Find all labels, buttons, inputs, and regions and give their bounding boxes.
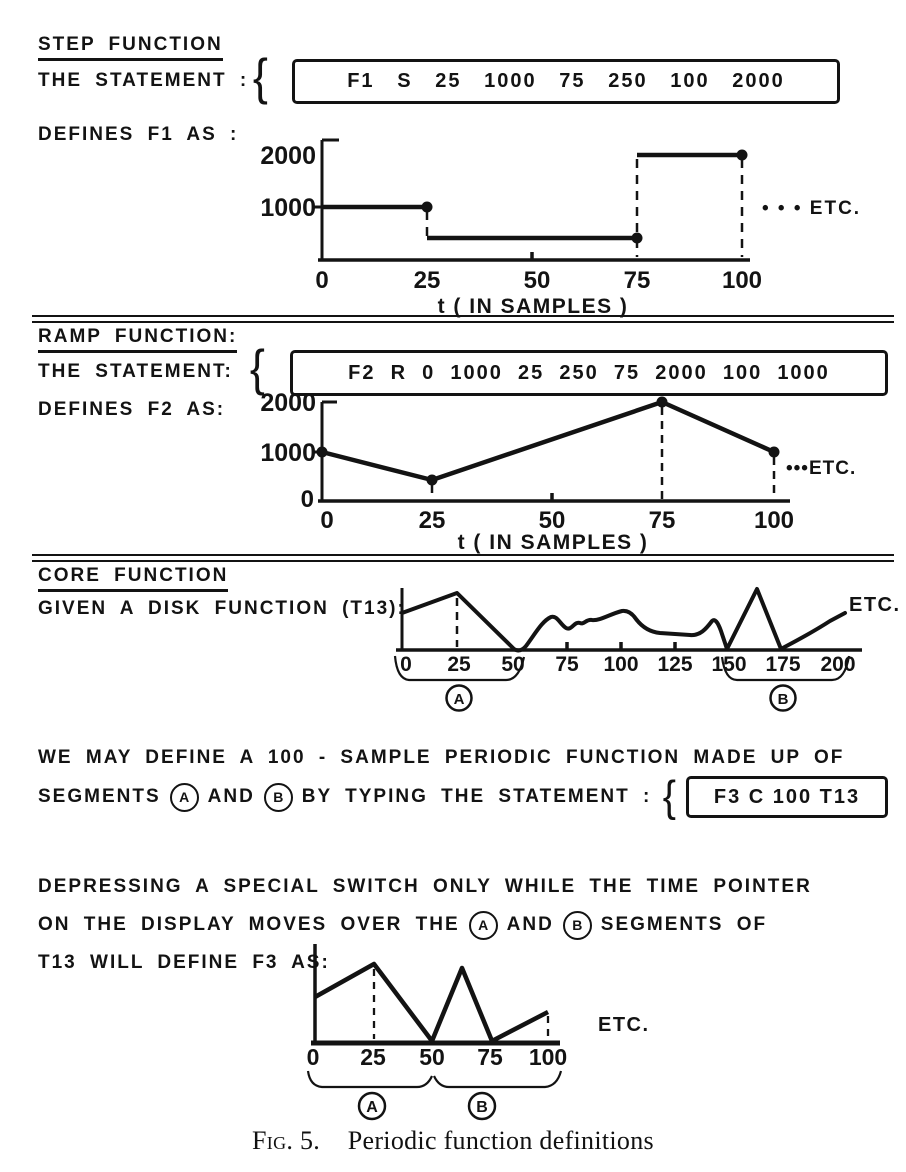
x-tick: 50: [539, 507, 566, 534]
compose-line1: WE MAY DEFINE A 100 - SAMPLE PERIODIC FU…: [38, 747, 845, 768]
data-points: [316, 396, 780, 486]
y-tick-0: 0: [301, 486, 314, 513]
y-tick-2000: 2000: [260, 389, 316, 417]
caption-fig-label: Fig. 5.: [252, 1126, 321, 1155]
caption-text: Periodic function definitions: [347, 1126, 654, 1155]
figure-caption: Fig. 5. Periodic function definitions: [0, 1126, 906, 1156]
segment-b-letter: B: [476, 1099, 488, 1116]
x-tick: 100: [529, 1044, 567, 1070]
core-plot: 0 25 50 75 100 125 150 175 200 A B ETC.: [393, 587, 901, 712]
compose-line2-tail: BY TYPING THE STATEMENT :: [301, 786, 652, 807]
x-tick: 100: [603, 653, 638, 676]
segment-a-letter: A: [454, 691, 465, 708]
data-points: [421, 149, 748, 244]
y-tick-1000: 1000: [260, 439, 316, 467]
segment-a-circle: [445, 684, 473, 712]
x-tick: 0: [307, 1044, 320, 1070]
ramp-defines-label: DEFINES F2 AS:: [38, 399, 226, 420]
depress-line2-pre: ON THE DISPLAY MOVES OVER THE: [38, 914, 460, 935]
ramp-plot: 2000 1000 0 0 25 50 75 100 t ( IN SAMPLE…: [260, 389, 856, 554]
step-open-brace: {: [252, 49, 268, 105]
ramp-section-title: RAMP FUNCTION:: [38, 326, 238, 353]
etc-label: ETC.: [849, 594, 901, 616]
segment-a-badge: A: [169, 782, 199, 812]
segment-a-badge: A: [468, 910, 498, 940]
and-word: AND: [506, 914, 554, 935]
dashed-guides: [372, 969, 550, 1039]
disk-function-curve: [400, 587, 847, 653]
segment-a-circle: [357, 1091, 387, 1121]
core-section-title: CORE FUNCTION: [38, 565, 229, 592]
x-tick: 50: [419, 1044, 445, 1070]
x-axis: [318, 493, 790, 503]
step-statement-box: F1 S 25 1000 75 250 100 2000: [292, 59, 840, 104]
x-axis: [318, 252, 750, 262]
compose-statement-box: F3 C 100 T13: [686, 776, 889, 818]
segment-a-bracket: [306, 1070, 434, 1089]
step-defines-label: DEFINES F1 AS :: [38, 124, 239, 145]
core-given-label: GIVEN A DISK FUNCTION (T13):: [38, 598, 406, 619]
segment-a-letter: A: [366, 1099, 378, 1116]
dashed-guides: [430, 407, 776, 499]
x-tick: 100: [722, 267, 762, 294]
ramp-statement-label: THE STATEMENT:: [38, 361, 233, 382]
compose-open-brace: {: [663, 772, 677, 821]
x-tick: 0: [400, 653, 412, 676]
x-tick: 25: [360, 1044, 386, 1070]
x-axis-label: t ( IN SAMPLES ): [438, 295, 629, 318]
step-curve: [322, 152, 742, 241]
section-divider: [32, 315, 894, 323]
ramp-statement-box: F2 R 0 1000 25 250 75 2000 100 1000: [290, 350, 888, 396]
depress-line1: DEPRESSING A SPECIAL SWITCH ONLY WHILE T…: [38, 876, 812, 897]
x-tick: 75: [624, 267, 651, 294]
x-tick: 75: [477, 1044, 503, 1070]
step-section-title: STEP FUNCTION: [38, 34, 223, 61]
segment-b-badge: B: [263, 782, 293, 812]
step-statement-label: THE STATEMENT :: [38, 70, 249, 91]
segment-a-bracket: [393, 655, 526, 682]
x-tick: 200: [820, 653, 855, 676]
and-word: AND: [207, 786, 255, 807]
etc-label: ETC.: [598, 1014, 650, 1036]
x-tick: 75: [555, 653, 579, 676]
x-tick: 25: [419, 507, 446, 534]
etc-label: •••ETC.: [786, 458, 856, 479]
y-tick-2000: 2000: [260, 142, 316, 170]
segment-b-circle: [467, 1091, 497, 1121]
section-divider: [32, 554, 894, 562]
x-tick: 100: [754, 507, 794, 534]
x-tick: 50: [524, 267, 551, 294]
x-axis: [396, 642, 862, 652]
x-tick: 25: [447, 653, 471, 676]
dashed-guides: [425, 159, 744, 257]
x-tick: 0: [320, 507, 333, 534]
step-plot: 2000 1000 0 25 50 75 100 t ( IN SAMPLES …: [260, 138, 861, 318]
x-axis-label: t ( IN SAMPLES ): [458, 531, 649, 554]
x-tick: 175: [765, 653, 800, 676]
depress-line3: T13 WILL DEFINE F3 AS:: [38, 952, 330, 973]
etc-label: • • • ETC.: [762, 198, 861, 219]
depress-line2: ON THE DISPLAY MOVES OVER THE A AND B SE…: [38, 910, 767, 940]
segment-b-badge: B: [562, 910, 592, 940]
y-axis: [314, 138, 339, 260]
segment-b-bracket: [720, 655, 851, 682]
ramp-open-brace: {: [249, 340, 265, 396]
segments-word: SEGMENTS: [38, 786, 161, 807]
segment-b-bracket: [432, 1070, 563, 1089]
depress-line2-post: SEGMENTS OF: [600, 914, 768, 935]
x-tick: 25: [414, 267, 441, 294]
segment-b-letter: B: [778, 691, 789, 708]
f3-curve: [313, 961, 550, 1044]
ramp-curve: [321, 399, 775, 483]
x-tick: 150: [711, 653, 746, 676]
y-tick-1000: 1000: [260, 194, 316, 222]
compose-line2: SEGMENTS A AND B BY TYPING THE STATEMENT…: [38, 772, 889, 821]
x-tick: 0: [315, 267, 328, 294]
f3-plot: 0 25 50 75 100 A B ETC.: [306, 944, 650, 1121]
x-tick: 75: [649, 507, 676, 534]
x-tick: 125: [657, 653, 692, 676]
segment-b-circle: [769, 684, 797, 712]
